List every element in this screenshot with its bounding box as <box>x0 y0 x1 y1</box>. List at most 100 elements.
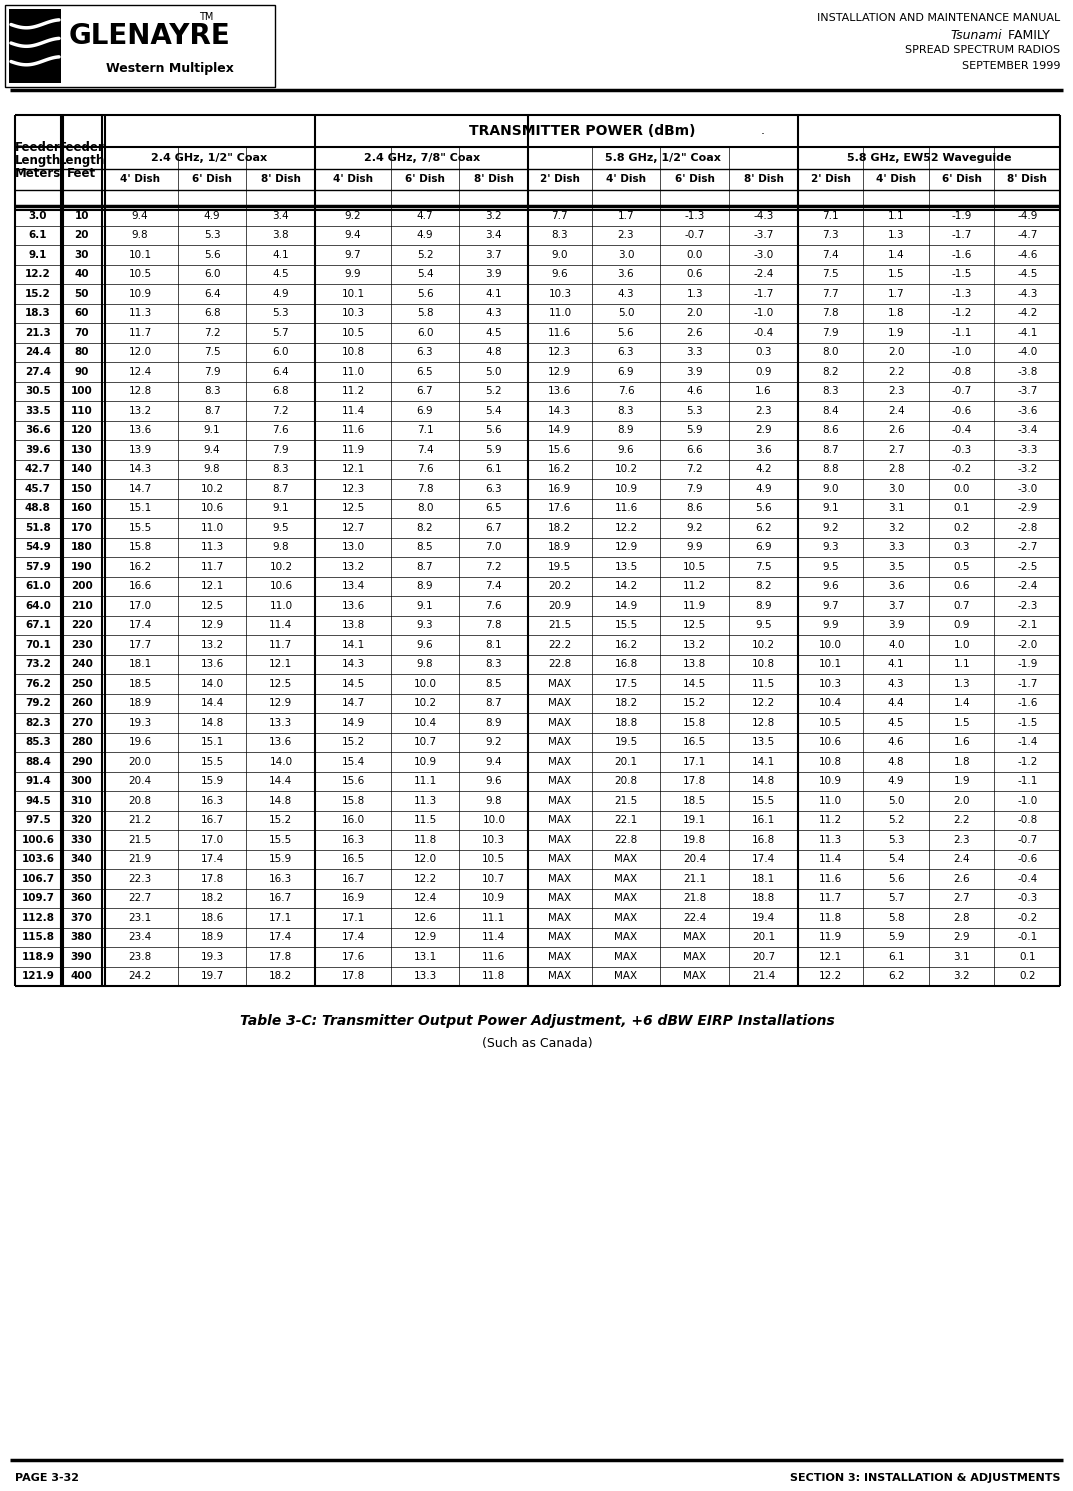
Text: 15.2: 15.2 <box>341 737 365 747</box>
Text: 4.3: 4.3 <box>887 678 905 689</box>
Text: 30: 30 <box>74 250 89 259</box>
Text: 106.7: 106.7 <box>21 874 55 884</box>
Text: 9.8: 9.8 <box>485 796 502 805</box>
Text: SECTION 3: INSTALLATION & ADJUSTMENTS: SECTION 3: INSTALLATION & ADJUSTMENTS <box>790 1473 1060 1484</box>
Text: 3.6: 3.6 <box>887 581 905 592</box>
Text: 20.9: 20.9 <box>548 601 572 611</box>
Text: 290: 290 <box>71 757 92 766</box>
Text: 5.9: 5.9 <box>687 425 703 435</box>
Text: 12.5: 12.5 <box>684 620 706 631</box>
Text: -1.7: -1.7 <box>753 289 774 298</box>
Text: 0.7: 0.7 <box>954 601 970 611</box>
Text: 13.6: 13.6 <box>341 601 365 611</box>
Text: 8' Dish: 8' Dish <box>474 174 514 185</box>
Text: 21.5: 21.5 <box>548 620 572 631</box>
Text: 5.8: 5.8 <box>887 912 905 923</box>
Text: 13.6: 13.6 <box>201 659 224 669</box>
Text: GLENAYRE: GLENAYRE <box>69 22 231 51</box>
Text: -1.2: -1.2 <box>952 309 972 318</box>
Text: 70: 70 <box>74 328 89 338</box>
Text: 12.2: 12.2 <box>413 874 437 884</box>
Text: 1.6: 1.6 <box>954 737 970 747</box>
Text: 21.5: 21.5 <box>129 835 151 845</box>
Text: 6.8: 6.8 <box>204 309 220 318</box>
Text: 10.3: 10.3 <box>482 835 505 845</box>
Text: 10.1: 10.1 <box>129 250 151 259</box>
Text: 6.6: 6.6 <box>687 444 703 455</box>
Text: 4.0: 4.0 <box>888 640 905 650</box>
Text: 20.0: 20.0 <box>129 757 151 766</box>
Text: 10.8: 10.8 <box>341 347 365 358</box>
Text: 9.4: 9.4 <box>132 210 148 221</box>
Text: 20.8: 20.8 <box>129 796 151 805</box>
Text: 17.1: 17.1 <box>341 912 365 923</box>
Text: 2.8: 2.8 <box>887 464 905 474</box>
Text: 2.0: 2.0 <box>687 309 703 318</box>
Text: 3.1: 3.1 <box>887 504 905 513</box>
Text: 8.5: 8.5 <box>416 543 433 552</box>
Text: 7.9: 7.9 <box>822 328 839 338</box>
Text: 13.9: 13.9 <box>129 444 151 455</box>
Text: 1.9: 1.9 <box>954 777 970 786</box>
Text: 91.4: 91.4 <box>25 777 50 786</box>
Text: 3.3: 3.3 <box>687 347 703 358</box>
Text: 2.3: 2.3 <box>887 386 905 397</box>
Text: 11.5: 11.5 <box>413 816 437 825</box>
Text: 103.6: 103.6 <box>21 854 55 865</box>
Text: 8.3: 8.3 <box>273 464 290 474</box>
Text: 16.6: 16.6 <box>129 581 151 592</box>
Text: -0.4: -0.4 <box>1017 874 1038 884</box>
Text: 18.3: 18.3 <box>25 309 50 318</box>
Text: 19.8: 19.8 <box>684 835 706 845</box>
Text: 10.3: 10.3 <box>548 289 572 298</box>
Text: 9.7: 9.7 <box>344 250 362 259</box>
Text: 13.6: 13.6 <box>269 737 293 747</box>
Text: 9.4: 9.4 <box>485 757 502 766</box>
Text: 6.9: 6.9 <box>618 367 634 377</box>
Text: MAX: MAX <box>548 971 572 981</box>
Text: 8.3: 8.3 <box>485 659 502 669</box>
Text: 9.6: 9.6 <box>485 777 502 786</box>
Text: 2.6: 2.6 <box>954 874 970 884</box>
Text: 4.5: 4.5 <box>273 270 290 279</box>
Text: 7.9: 7.9 <box>204 367 220 377</box>
Text: 7.1: 7.1 <box>416 425 433 435</box>
Text: 14.2: 14.2 <box>615 581 637 592</box>
Text: -0.2: -0.2 <box>952 464 972 474</box>
Text: 1.1: 1.1 <box>887 210 905 221</box>
Text: 2.3: 2.3 <box>618 230 634 240</box>
Text: MAX: MAX <box>615 971 637 981</box>
Text: 180: 180 <box>71 543 92 552</box>
Text: 3.5: 3.5 <box>887 562 905 571</box>
Text: 17.4: 17.4 <box>129 620 151 631</box>
Text: TRANSMITTER POWER (dBm): TRANSMITTER POWER (dBm) <box>469 124 695 139</box>
Text: MAX: MAX <box>548 932 572 942</box>
Text: 0.0: 0.0 <box>687 250 703 259</box>
Text: 12.2: 12.2 <box>819 971 842 981</box>
Text: 10.4: 10.4 <box>819 698 842 708</box>
Text: MAX: MAX <box>548 737 572 747</box>
Text: 12.9: 12.9 <box>548 367 572 377</box>
Text: 19.4: 19.4 <box>752 912 775 923</box>
Text: 12.1: 12.1 <box>819 951 842 962</box>
Text: 20.8: 20.8 <box>615 777 637 786</box>
Text: 24.4: 24.4 <box>25 347 50 358</box>
Text: -2.4: -2.4 <box>1017 581 1038 592</box>
Text: 8.7: 8.7 <box>416 562 433 571</box>
Text: 14.0: 14.0 <box>269 757 293 766</box>
Text: 0.6: 0.6 <box>687 270 703 279</box>
Text: 0.6: 0.6 <box>954 581 970 592</box>
Text: 21.4: 21.4 <box>752 971 775 981</box>
Text: -4.9: -4.9 <box>1017 210 1038 221</box>
Text: 0.1: 0.1 <box>1019 951 1035 962</box>
Text: 150: 150 <box>71 483 92 494</box>
Text: 1.5: 1.5 <box>887 270 905 279</box>
Text: 7.4: 7.4 <box>416 444 433 455</box>
Text: 12.8: 12.8 <box>752 717 775 728</box>
Text: -1.6: -1.6 <box>1017 698 1038 708</box>
Text: -0.7: -0.7 <box>1017 835 1038 845</box>
Text: 1.3: 1.3 <box>687 289 703 298</box>
Text: 8.9: 8.9 <box>755 601 771 611</box>
Text: 4' Dish: 4' Dish <box>877 174 916 185</box>
Text: 10.6: 10.6 <box>269 581 293 592</box>
